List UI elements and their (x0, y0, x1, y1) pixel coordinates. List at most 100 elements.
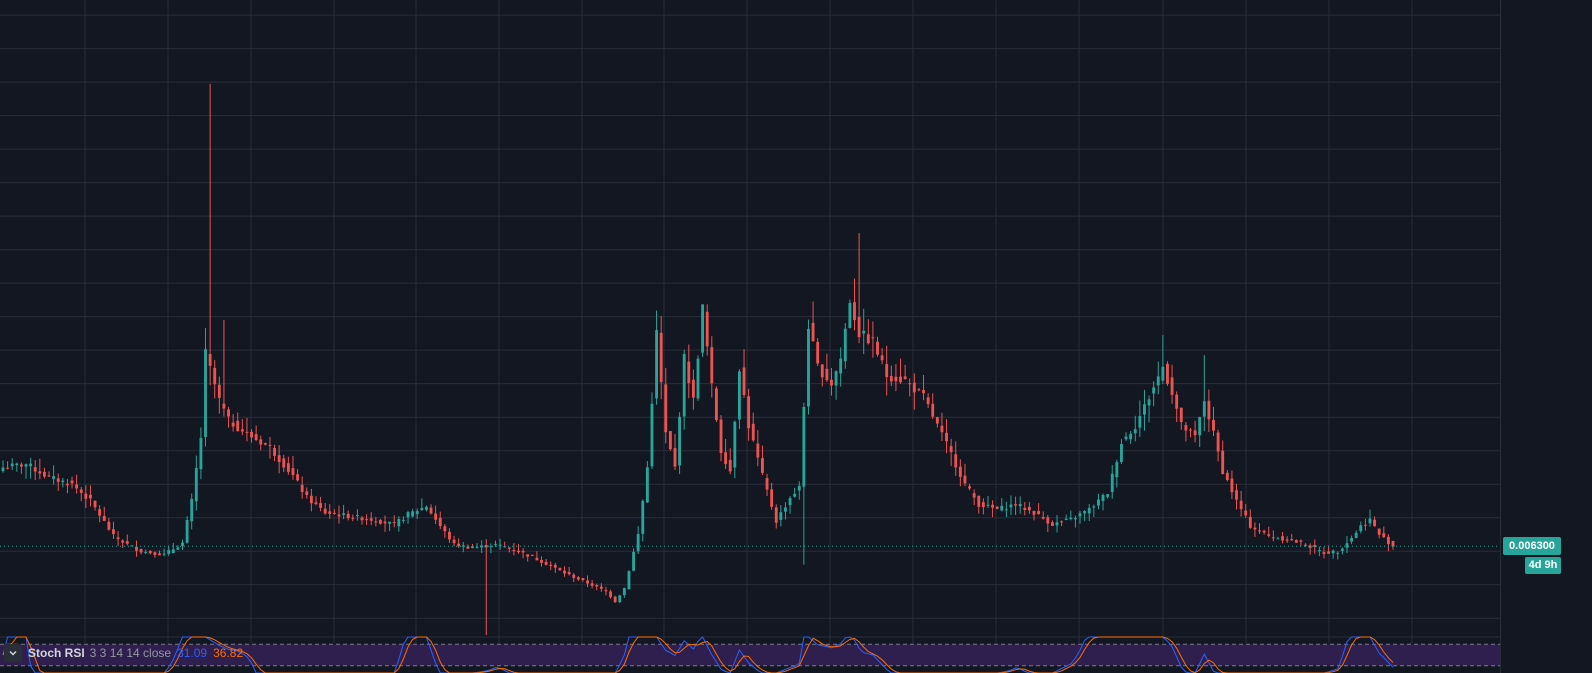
candle-body (1189, 429, 1192, 431)
candle-body (1299, 540, 1303, 542)
candle-body (553, 564, 557, 568)
candle (682, 349, 686, 430)
candle (498, 538, 502, 550)
candle-body (199, 437, 203, 470)
candle (1363, 518, 1367, 531)
grid (0, 0, 1500, 643)
candle (691, 369, 695, 410)
candle-body (1198, 417, 1202, 436)
candle (940, 412, 944, 442)
candle-body (986, 504, 990, 506)
candle (208, 83, 212, 386)
candle-body (162, 553, 166, 555)
candle-body (512, 550, 516, 552)
candle-body (526, 554, 530, 557)
candle-body (1386, 536, 1390, 545)
candle-body (687, 361, 691, 384)
candle-body (747, 396, 751, 429)
candle-body (397, 519, 401, 527)
candle-body (286, 463, 290, 472)
candle-body (139, 549, 143, 553)
candle-body (1294, 540, 1298, 543)
candle-body (351, 517, 355, 519)
candle (213, 360, 217, 399)
candle-body (1235, 490, 1238, 500)
indicator-name[interactable]: Stoch RSI (28, 646, 85, 660)
candle (1027, 502, 1031, 514)
indicator-d-value: 36.82 (213, 646, 244, 660)
candle (618, 594, 622, 604)
candle (415, 508, 419, 519)
candle (761, 445, 764, 476)
candle (1290, 533, 1294, 542)
candle (167, 545, 171, 556)
candle (1244, 504, 1248, 518)
candle-body (507, 547, 511, 549)
candle (935, 416, 939, 428)
candle (1073, 515, 1077, 528)
candle-body (876, 341, 879, 355)
candle (489, 543, 493, 554)
candle-body (1004, 509, 1008, 511)
candle (66, 478, 69, 494)
candle (199, 427, 203, 480)
candle (1120, 439, 1123, 465)
candle (636, 526, 640, 554)
candle-body (1041, 517, 1045, 519)
candle (599, 583, 603, 592)
candle-body (857, 316, 861, 338)
candle-body (1023, 507, 1027, 510)
candle-body (945, 432, 948, 442)
candle (609, 589, 612, 599)
candle-body (171, 549, 175, 553)
chevron-down-icon[interactable] (4, 644, 22, 662)
candle-body (1308, 545, 1312, 548)
candle (1060, 520, 1064, 527)
candle-body (816, 341, 820, 364)
candle-body (1009, 504, 1013, 508)
candle-body (995, 506, 999, 509)
candle-body (213, 367, 217, 385)
candle-body (724, 452, 728, 465)
candle (899, 358, 902, 384)
candle (1101, 493, 1105, 511)
price-chart[interactable] (0, 0, 1500, 673)
candle-body (696, 358, 700, 399)
candle (1327, 545, 1330, 554)
candle-body (314, 502, 318, 505)
candle-body (834, 371, 838, 386)
candle (1083, 509, 1087, 521)
candle-body (848, 302, 852, 328)
candle-body (935, 417, 939, 424)
candle-body (1032, 510, 1036, 515)
candle-body (530, 554, 534, 557)
current-price-label: 0.006300 (1503, 537, 1561, 556)
candle-body (1248, 516, 1252, 528)
indicator-params: 3 3 14 14 close (89, 646, 172, 660)
candle-body (466, 546, 470, 549)
candle (355, 509, 359, 521)
candle-body (1327, 551, 1330, 554)
candle (162, 548, 166, 557)
candle-body (240, 429, 244, 432)
candle (1055, 515, 1059, 533)
candle-body (1373, 519, 1377, 527)
candle (724, 439, 728, 469)
candle (540, 556, 543, 567)
candle-body (1216, 432, 1220, 452)
candle-body (494, 543, 497, 545)
candle (958, 459, 962, 487)
candle-body (558, 567, 562, 571)
candle-body (415, 511, 419, 515)
candle (1340, 547, 1344, 555)
candle-body (540, 560, 543, 563)
candle-body (181, 542, 184, 546)
candle (93, 500, 97, 511)
candle-body (1087, 507, 1091, 514)
candle (328, 504, 332, 519)
candle-body (1129, 433, 1133, 440)
candle (176, 545, 180, 550)
candle-body (650, 403, 654, 467)
candle-body (701, 304, 705, 353)
candle-body (332, 512, 336, 514)
